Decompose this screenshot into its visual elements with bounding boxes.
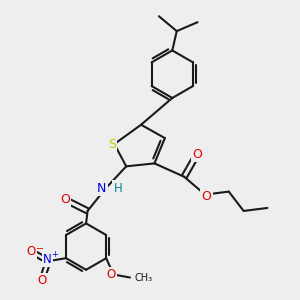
Text: H: H (113, 182, 122, 194)
Text: −: − (36, 244, 44, 254)
Text: CH₃: CH₃ (134, 272, 152, 283)
Text: O: O (38, 274, 47, 287)
Text: O: O (60, 193, 70, 206)
Text: O: O (106, 268, 116, 281)
Text: N: N (43, 253, 52, 266)
Text: +: + (51, 250, 58, 259)
Text: O: O (202, 190, 212, 202)
Text: N: N (97, 182, 106, 194)
Text: S: S (108, 138, 116, 151)
Text: O: O (27, 245, 36, 258)
Text: O: O (193, 148, 202, 161)
